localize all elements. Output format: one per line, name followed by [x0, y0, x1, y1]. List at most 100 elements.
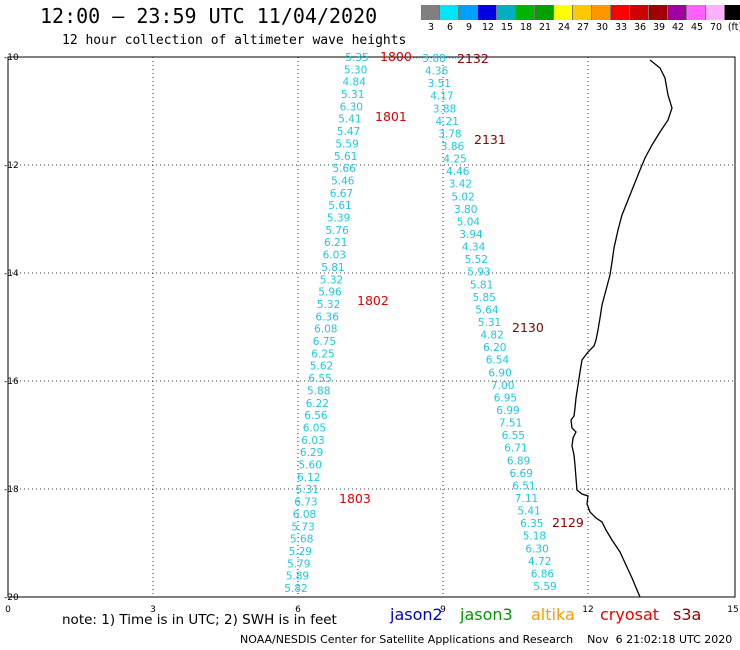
- wave-height-value: 5.04: [457, 216, 481, 228]
- wave-height-value: 6.21: [324, 237, 347, 249]
- note-text: note: 1) Time is in UTC; 2) SWH is in fe…: [62, 612, 337, 628]
- color-scale-label: 33: [614, 22, 628, 33]
- wave-height-value: 6.36: [316, 311, 340, 323]
- y-tick-label: -16: [4, 377, 19, 387]
- track-label-2132: 2132: [457, 51, 489, 66]
- wave-height-value: 4.82: [480, 330, 503, 342]
- wave-height-value: 5.32: [320, 274, 343, 286]
- wave-height-value: 5.46: [331, 176, 355, 188]
- wave-height-value: 6.30: [525, 543, 548, 555]
- color-scale-label: 45: [690, 22, 704, 33]
- wave-height-value: 5.31: [478, 317, 501, 329]
- coastline: [570, 59, 673, 598]
- color-scale-swatch: [725, 5, 740, 20]
- x-tick-label: 6: [295, 605, 301, 615]
- page-subtitle: 12 hour collection of altimeter wave hei…: [62, 33, 407, 48]
- color-scale-swatch: [440, 5, 459, 20]
- legend-cryosat: cryosat: [600, 605, 660, 624]
- wave-height-value: 7.00: [491, 380, 514, 392]
- track-label-2129: 2129: [552, 515, 584, 530]
- page-title: 12:00 – 23:59 UTC 11/04/2020: [40, 4, 378, 28]
- wave-height-value: 6.90: [488, 367, 511, 379]
- x-tick-label: 12: [582, 605, 593, 615]
- wave-height-value: 7.11: [515, 493, 538, 505]
- wave-height-value: 6.71: [504, 443, 527, 455]
- wave-height-value: 6.25: [311, 348, 334, 360]
- wave-height-value: 6.12: [297, 472, 320, 484]
- color-scale-label: 3: [427, 22, 435, 33]
- wave-height-value: 5.96: [318, 287, 342, 299]
- wave-height-value: 5.61: [334, 151, 357, 163]
- wave-height-value: 6.75: [313, 336, 336, 348]
- wave-height-value: 5.62: [310, 361, 333, 373]
- wave-height-value: 6.08: [314, 324, 337, 336]
- color-scale-label: 27: [576, 22, 590, 33]
- color-scale-swatch: [573, 5, 592, 20]
- wave-height-value: 4.46: [446, 166, 470, 178]
- wave-height-value: 6.89: [507, 455, 530, 467]
- color-scale-label: 30: [595, 22, 609, 33]
- wave-height-value: 5.81: [470, 279, 493, 291]
- color-scale-swatch: [478, 5, 497, 20]
- wave-height-value: 3.80: [454, 204, 477, 216]
- color-scale-label: 21: [538, 22, 552, 33]
- wave-height-value: 5.18: [523, 531, 546, 543]
- wave-height-value: 5.93: [467, 267, 490, 279]
- wave-height-value: 6.08: [293, 509, 316, 521]
- wave-height-value: 5.39: [327, 213, 350, 225]
- footer-credit: NOAA/NESDIS Center for Satellite Applica…: [240, 633, 733, 646]
- wave-height-value: 7.51: [499, 418, 522, 430]
- wave-height-value: 3.78: [438, 128, 461, 140]
- wave-height-value: 5.47: [337, 126, 360, 138]
- wave-height-value: 5.32: [317, 299, 340, 311]
- wave-height-value: 5.35: [345, 52, 368, 64]
- wave-height-value: 6.99: [496, 405, 519, 417]
- color-scale-swatch: [649, 5, 668, 20]
- color-scale-label: 9: [465, 22, 473, 33]
- wave-height-value: 6.56: [304, 410, 328, 422]
- wave-height-value: 6.29: [300, 447, 323, 459]
- wave-height-value: 4.34: [462, 242, 486, 254]
- wave-height-value: 3.51: [428, 78, 451, 90]
- color-scale-swatch: [630, 5, 649, 20]
- wave-height-value: 5.79: [287, 558, 310, 570]
- grid-lines: [8, 57, 735, 597]
- track-2132-values: 3.884.363.514.173.884.213.783.864.254.46…: [395, 53, 557, 593]
- map-frame: [7, 56, 736, 598]
- legend-s3a: s3a: [673, 605, 702, 624]
- track-label-2131: 2131: [474, 132, 506, 147]
- track-label-1803: 1803: [339, 491, 371, 506]
- wave-height-value: 6.67: [330, 188, 353, 200]
- color-scale-label: 36: [633, 22, 647, 33]
- wave-height-value: 4.25: [443, 154, 466, 166]
- y-tick-label: -10: [4, 53, 19, 63]
- legend-altika: altika: [531, 605, 575, 624]
- wave-height-value: 5.82: [284, 583, 307, 595]
- wave-height-value: 5.31: [296, 484, 319, 496]
- color-scale-swatch: [687, 5, 706, 20]
- x-tick-label: 0: [5, 605, 11, 615]
- wave-height-value: 6.03: [301, 435, 324, 447]
- wave-height-value: 3.88: [433, 103, 456, 115]
- wave-height-value: 6.03: [323, 250, 346, 262]
- wave-height-value: 5.68: [290, 534, 313, 546]
- color-scale-swatch: [535, 5, 554, 20]
- color-scale-label: 15: [500, 22, 514, 33]
- wave-height-value: 6.86: [531, 568, 555, 580]
- wave-height-value: 5.41: [338, 114, 361, 126]
- wave-height-value: 6.05: [303, 423, 326, 435]
- wave-height-value: 5.02: [451, 191, 474, 203]
- wave-height-value: 5.81: [321, 262, 344, 274]
- color-scale-swatch: [459, 5, 478, 20]
- legend-jason2: jason2: [390, 605, 443, 624]
- wave-height-value: 4.21: [436, 116, 459, 128]
- color-scale-label: 24: [557, 22, 571, 33]
- wave-height-value: 5.59: [335, 138, 358, 150]
- x-tick-label: 15: [727, 605, 738, 615]
- wave-height-value: 6.35: [520, 518, 543, 530]
- color-scale-swatch: [706, 5, 725, 20]
- y-tick-label: -18: [4, 485, 19, 495]
- wave-height-value: 4.84: [343, 77, 367, 89]
